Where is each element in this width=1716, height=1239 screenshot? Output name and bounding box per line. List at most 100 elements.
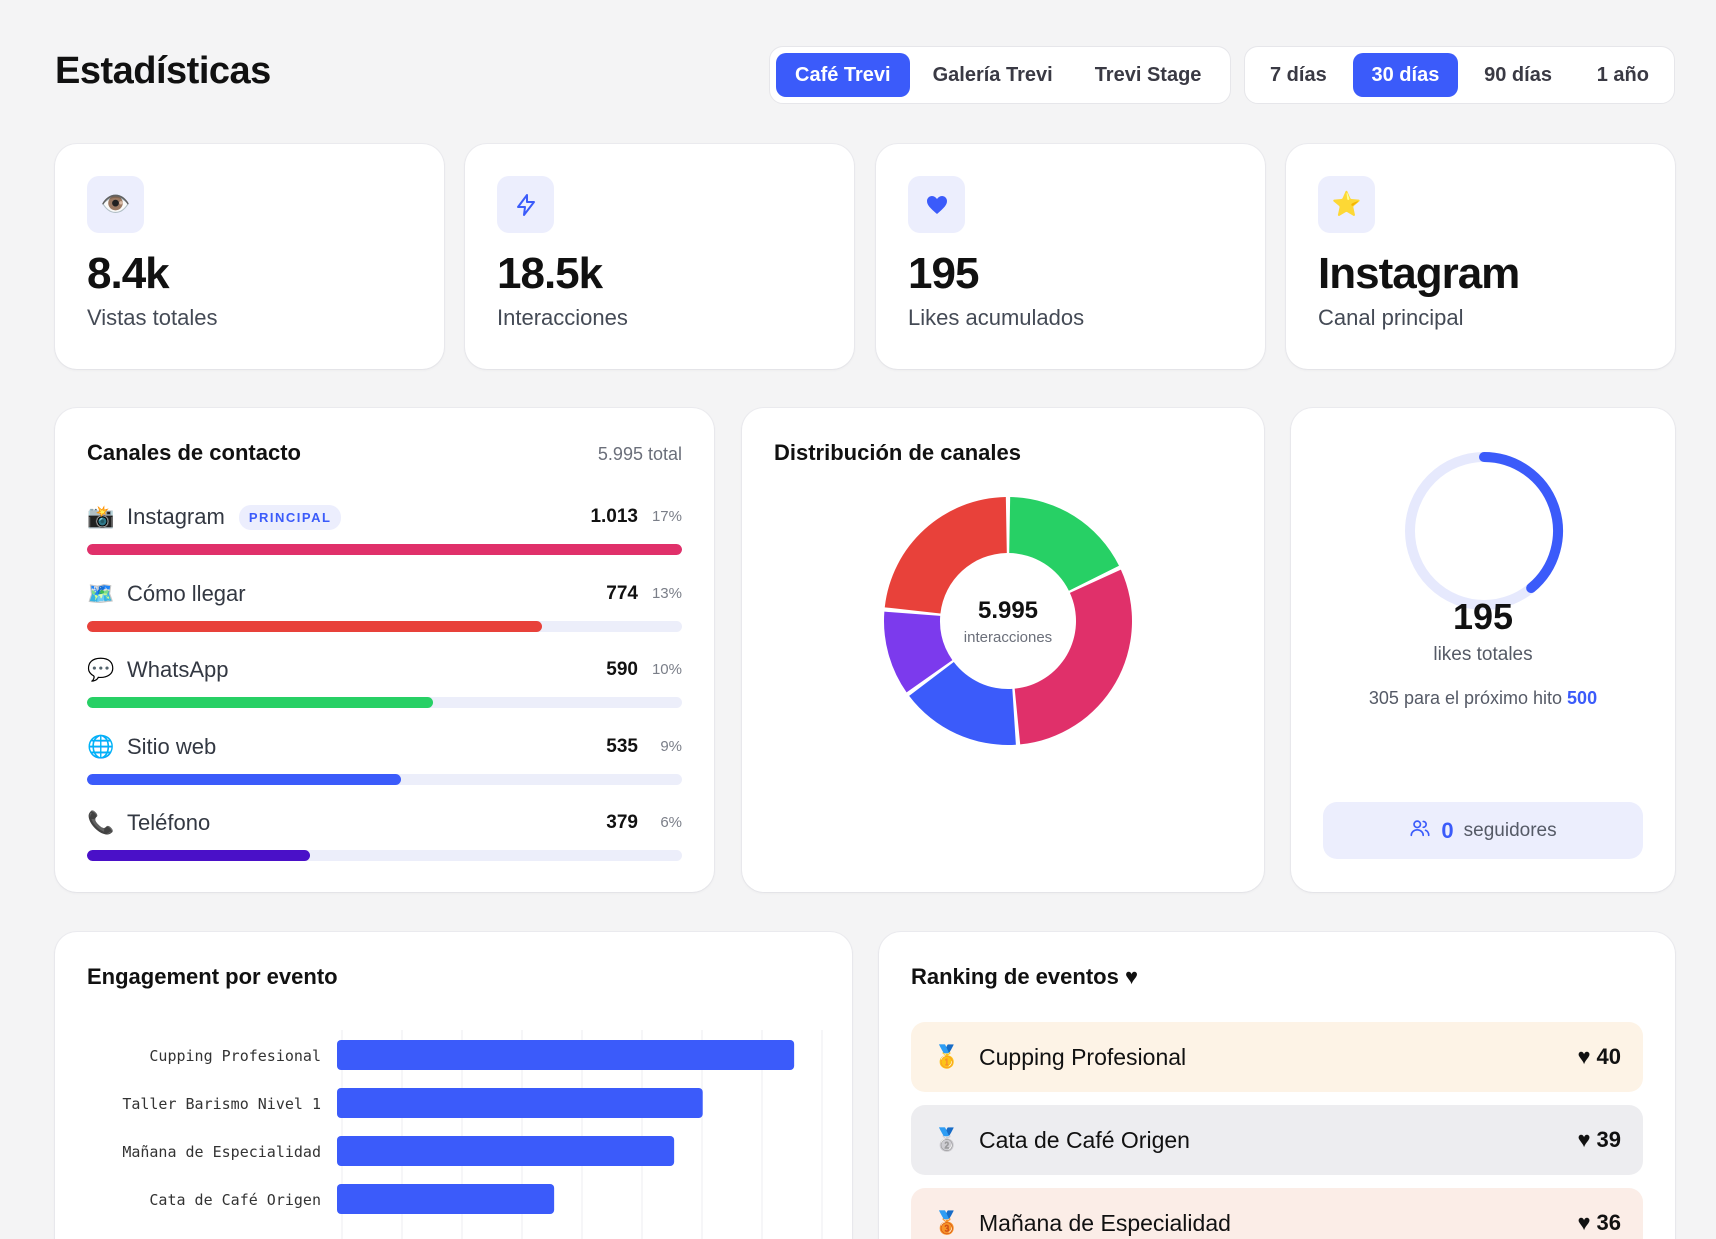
followers-count: 0: [1441, 817, 1454, 843]
engagement-bar-label: Cupping Profesional: [149, 1047, 321, 1065]
channel-row-website: 🌐 Sitio web 535 9%: [87, 732, 682, 792]
star-icon: ⭐: [1318, 176, 1375, 233]
likes-progress-card: 195 likes totales 305 para el próximo hi…: [1291, 408, 1675, 892]
channel-count: 774: [606, 583, 638, 604]
engagement-by-event-card: Engagement por evento Cupping Profesiona…: [55, 932, 852, 1239]
kpi-value: 195: [908, 249, 979, 298]
kpi-card-main-channel: ⭐ Instagram Canal principal: [1286, 144, 1675, 369]
venue-option-trevi-stage[interactable]: Trevi Stage: [1094, 63, 1202, 86]
ranking-likes-value: 36: [1596, 1210, 1621, 1235]
channel-name: Instagram: [127, 504, 225, 529]
channel-row-phone: 📞 Teléfono 379 6%: [87, 808, 682, 868]
donut-slice-instagram[interactable]: [1014, 569, 1132, 745]
ring-progress: [1479, 452, 1563, 594]
phone-icon: 📞: [87, 810, 115, 835]
users-icon: [1409, 817, 1431, 845]
engagement-bar[interactable]: [337, 1184, 555, 1214]
bolt-icon: [497, 176, 554, 233]
channel-row-instagram: 📸 Instagram PRINCIPAL 1.013 17%: [87, 502, 682, 562]
followers-box[interactable]: 0 seguidores: [1323, 802, 1643, 859]
kpi-card-likes: 195 Likes acumulados: [876, 144, 1265, 369]
ranking-event-name: Cupping Profesional: [979, 1043, 1187, 1070]
map-icon: 🗺️: [87, 581, 115, 606]
engagement-bar-chart: Cupping Profesional Taller Barismo Nivel …: [122, 1030, 823, 1239]
heart-icon: ♥: [1124, 964, 1139, 989]
ranking-event-name: Cata de Café Origen: [979, 1126, 1190, 1153]
channel-count: 1.013: [590, 506, 638, 527]
donut-slice-sitio-web[interactable]: [909, 662, 1016, 745]
card-title: Engagement por evento: [87, 964, 338, 989]
channel-bar-fill: [87, 697, 434, 708]
card-title: Canales de contacto: [87, 440, 301, 465]
ranking-likes: ♥ 40: [1577, 1044, 1621, 1070]
eye-icon: 👁️: [87, 176, 144, 233]
channel-count: 379: [606, 812, 638, 833]
donut-slice-c-mo-llegar[interactable]: [884, 497, 1007, 614]
venue-selector: Café Trevi Galería Trevi Trevi Stage: [769, 46, 1231, 104]
card-title: Ranking de eventos ♥: [911, 964, 1643, 990]
venue-option-galeria-trevi[interactable]: Galería Trevi: [932, 63, 1053, 86]
heart-icon: ♥: [1577, 1044, 1591, 1069]
ranking-item[interactable]: 🥉 Mañana de Especialidad ♥ 36: [911, 1188, 1643, 1239]
channel-name: Cómo llegar: [127, 581, 246, 606]
card-title: Distribución de canales: [774, 440, 1021, 465]
engagement-bar-label: Mañana de Especialidad: [122, 1143, 321, 1161]
kpi-card-interactions: 18.5k Interacciones: [465, 144, 854, 369]
ranking-event-name: Mañana de Especialidad: [979, 1209, 1231, 1236]
channel-bar-fill: [87, 850, 310, 861]
followers-label: seguidores: [1463, 819, 1557, 841]
donut-center-value: 5.995: [977, 596, 1039, 624]
donut-chart: 5.995 interacciones: [877, 490, 1139, 752]
globe-icon: 🌐: [87, 734, 115, 759]
contact-channels-card: Canales de contacto 5.995 total 📸 Instag…: [55, 408, 714, 892]
channel-pct: 6%: [660, 814, 682, 831]
channel-row-whatsapp: 💬 WhatsApp 590 10%: [87, 655, 682, 715]
channel-count: 590: [606, 659, 638, 680]
channel-bar-track: [87, 850, 682, 861]
engagement-bar[interactable]: [337, 1136, 675, 1166]
ranking-item[interactable]: 🥈 Cata de Café Origen ♥ 39: [911, 1105, 1643, 1175]
venue-option-cafe-trevi[interactable]: Café Trevi: [776, 53, 910, 97]
ranking-likes-value: 40: [1596, 1044, 1621, 1069]
kpi-label: Likes acumulados: [908, 305, 1085, 330]
ranking-likes: ♥ 36: [1577, 1210, 1621, 1236]
page-title: Estadísticas: [55, 50, 271, 92]
channel-pct: 13%: [651, 585, 682, 602]
donut-slice-whatsapp[interactable]: [1009, 497, 1120, 591]
silver-medal-icon: 🥈: [933, 1127, 961, 1152]
principal-badge: PRINCIPAL: [238, 504, 342, 530]
likes-total-value: 195: [1452, 596, 1514, 637]
kpi-label: Interacciones: [497, 305, 628, 330]
donut-svg: [884, 497, 1132, 745]
heart-icon: [908, 176, 965, 233]
range-option-7[interactable]: 7 días: [1270, 63, 1327, 86]
chat-bubble-icon: 💬: [87, 657, 115, 682]
range-option-year[interactable]: 1 año: [1596, 63, 1649, 86]
range-option-90[interactable]: 90 días: [1484, 63, 1552, 86]
channel-name: Teléfono: [127, 810, 211, 835]
next-milestone-text: 305 para el próximo hito 500: [1291, 688, 1675, 709]
channel-bar-fill: [87, 544, 682, 555]
next-milestone-label: 305 para el próximo hito: [1368, 688, 1563, 708]
ranking-likes: ♥ 39: [1577, 1127, 1621, 1153]
channel-distribution-card: Distribución de canales 5.995 interaccio…: [742, 408, 1264, 892]
engagement-bar-label: Taller Barismo Nivel 1: [122, 1095, 321, 1113]
event-ranking-card: Ranking de eventos ♥ 🥇 Cupping Profesion…: [879, 932, 1675, 1239]
kpi-card-views: 👁️ 8.4k Vistas totales: [55, 144, 444, 369]
channel-name: Sitio web: [127, 734, 217, 759]
kpi-value: Instagram: [1318, 249, 1520, 298]
heart-icon: ♥: [1577, 1127, 1591, 1152]
ranking-item[interactable]: 🥇 Cupping Profesional ♥ 40: [911, 1022, 1643, 1092]
kpi-value: 18.5k: [497, 249, 603, 298]
channel-bar-track: [87, 544, 682, 555]
channel-name: WhatsApp: [127, 657, 229, 682]
engagement-bar[interactable]: [337, 1088, 703, 1118]
bronze-medal-icon: 🥉: [933, 1210, 961, 1235]
channels-total: 5.995 total: [597, 444, 682, 464]
channel-row-directions: 🗺️ Cómo llegar 774 13%: [87, 579, 682, 639]
donut-slice-tel-fono[interactable]: [884, 611, 953, 693]
kpi-label: Canal principal: [1318, 305, 1464, 330]
donut-center-label: interacciones: [963, 628, 1053, 646]
range-option-30[interactable]: 30 días: [1352, 53, 1459, 97]
engagement-bar[interactable]: [337, 1040, 795, 1070]
